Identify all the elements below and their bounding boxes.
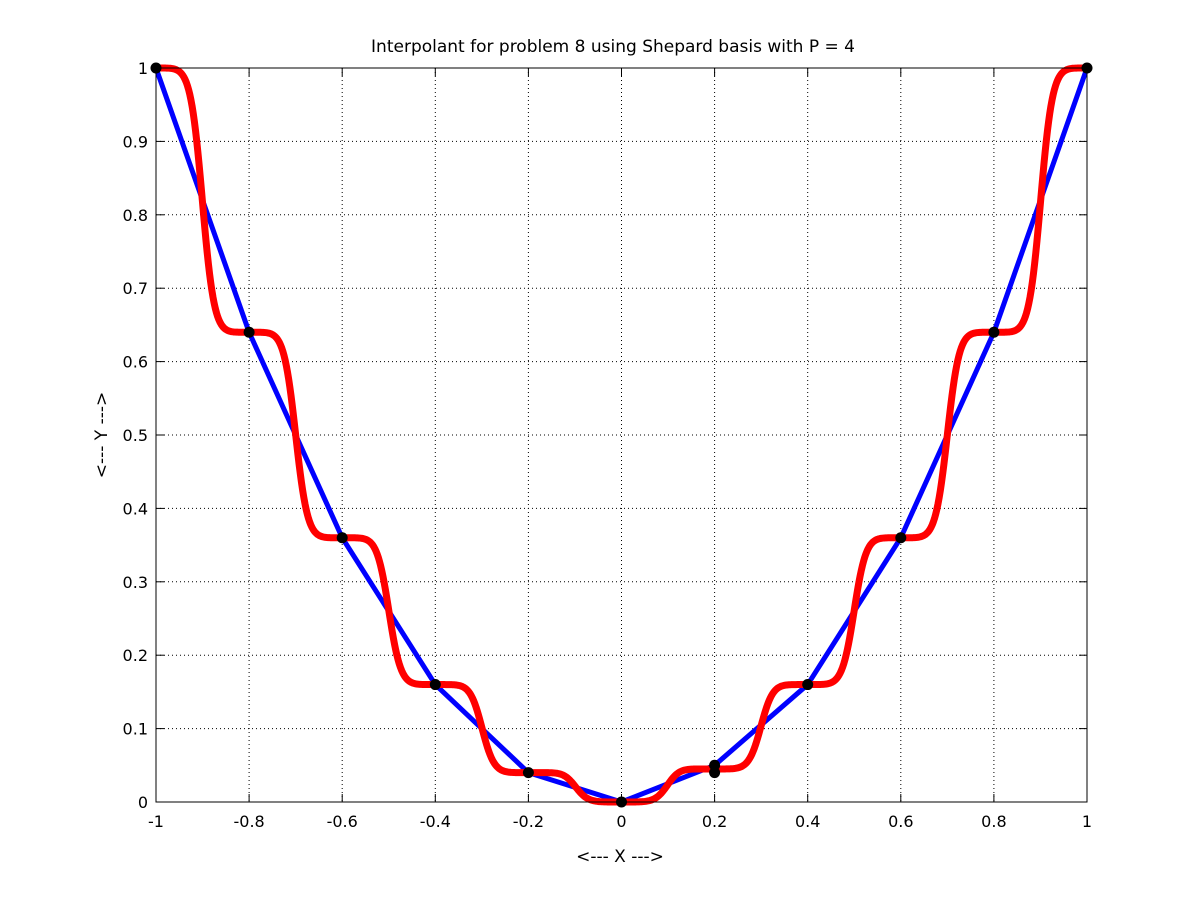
x-tick-label: -0.2 xyxy=(513,812,544,831)
data-point xyxy=(895,532,907,544)
y-tick-label: 0.2 xyxy=(123,646,148,665)
data-point xyxy=(802,679,814,691)
ticks: -1 -0.8 -0.6 -0.4 -0.2 0 0.2 0.4 0.6 0.8 1 0 0.1 0.2 0… xyxy=(123,59,1093,831)
y-tick-label: 0.3 xyxy=(123,573,148,592)
data-point xyxy=(243,326,255,338)
x-tick-label: -0.6 xyxy=(327,812,358,831)
chart-title: Interpolant for problem 8 using Shepard … xyxy=(371,37,855,57)
y-tick-label: 0.6 xyxy=(123,353,148,372)
y-tick-label: 0.1 xyxy=(123,720,148,739)
x-tick-label: 0.4 xyxy=(795,812,820,831)
x-tick-label: 1 xyxy=(1082,812,1092,831)
data-point xyxy=(336,532,348,544)
x-axis-label: <--- X ---> xyxy=(576,847,664,867)
data-point xyxy=(709,759,721,771)
x-tick-label: 0.6 xyxy=(888,812,913,831)
y-tick-label: 1 xyxy=(138,59,148,78)
y-tick-label: 0.8 xyxy=(123,206,148,225)
x-tick-label: 0.8 xyxy=(981,812,1006,831)
y-tick-label: 0.4 xyxy=(123,499,148,518)
y-tick-label: 0 xyxy=(138,793,148,812)
x-tick-label: 0 xyxy=(616,812,626,831)
x-tick-label: 0.2 xyxy=(702,812,727,831)
y-tick-label: 0.9 xyxy=(123,132,148,151)
y-tick-label: 0.5 xyxy=(123,426,148,445)
data-point xyxy=(522,767,534,779)
y-tick-label: 0.7 xyxy=(123,279,148,298)
data-point xyxy=(988,326,1000,338)
x-tick-label: -1 xyxy=(148,812,164,831)
y-axis-label: <--- Y ---> xyxy=(92,392,112,479)
x-tick-label: -0.4 xyxy=(420,812,451,831)
x-tick-label: -0.8 xyxy=(233,812,264,831)
data-point xyxy=(429,679,441,691)
